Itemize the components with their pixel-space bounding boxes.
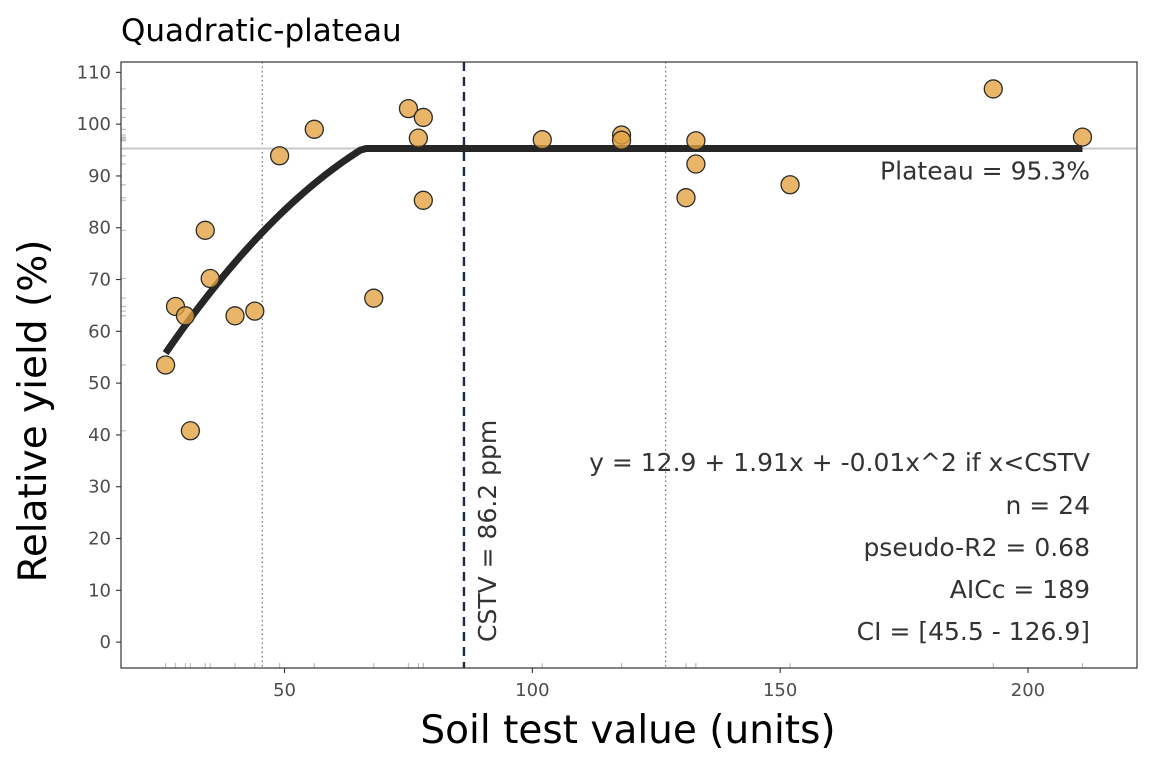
data-point bbox=[180, 421, 201, 441]
data-point bbox=[364, 288, 384, 308]
y-tick-label: 60 bbox=[88, 321, 111, 342]
x-tick-label: 200 bbox=[1011, 680, 1045, 701]
r2-label: pseudo-R2 = 0.68 bbox=[863, 533, 1090, 562]
plot-area: 0 10 20 30 40 50 60 70 80 90 100 110 50 100 150 200 CSTV… bbox=[77, 61, 1138, 701]
data-point bbox=[225, 306, 245, 326]
plateau-label: Plateau = 95.3% bbox=[880, 156, 1090, 185]
data-point bbox=[269, 146, 290, 166]
panel-border bbox=[120, 61, 1138, 669]
data-point bbox=[1072, 127, 1093, 147]
data-point bbox=[175, 306, 196, 326]
y-tick-label: 90 bbox=[88, 166, 111, 187]
panel-background bbox=[121, 62, 1137, 668]
data-point bbox=[676, 188, 696, 208]
x-tick-label: 50 bbox=[273, 680, 296, 701]
data-point bbox=[780, 175, 800, 195]
data-point bbox=[532, 130, 552, 150]
y-tick-label: 100 bbox=[77, 114, 111, 135]
y-axis-title: Relative yield (%) bbox=[11, 239, 56, 582]
y-tick-label: 0 bbox=[100, 632, 111, 653]
y-tick-label: 40 bbox=[88, 425, 111, 446]
equation-label: y = 12.9 + 1.91x + -0.01x^2 if x<CSTV bbox=[589, 448, 1090, 477]
data-point bbox=[155, 355, 176, 375]
data-point bbox=[245, 301, 265, 321]
chart-title: Quadratic-plateau bbox=[121, 13, 402, 49]
data-point bbox=[200, 268, 220, 289]
y-tick-label: 80 bbox=[88, 218, 111, 239]
data-point bbox=[398, 98, 419, 119]
data-point bbox=[304, 119, 324, 139]
y-tick-label: 30 bbox=[88, 477, 111, 498]
data-point bbox=[686, 131, 706, 151]
data-point bbox=[611, 130, 632, 150]
data-point bbox=[408, 128, 429, 148]
data-point bbox=[413, 107, 433, 128]
ci-label: CI = [45.5 - 126.9] bbox=[857, 617, 1090, 646]
y-tick-label: 10 bbox=[88, 580, 111, 601]
y-tick-label: 20 bbox=[88, 529, 111, 550]
y-tick-label: 70 bbox=[88, 270, 111, 291]
cstv-label: CSTV = 86.2 ppm bbox=[473, 420, 502, 642]
y-tick-label: 110 bbox=[77, 62, 111, 83]
x-tick-label: 150 bbox=[763, 680, 797, 701]
aicc-label: AICc = 189 bbox=[950, 575, 1090, 604]
n-label: n = 24 bbox=[1006, 491, 1091, 520]
x-tick-label: 100 bbox=[515, 680, 549, 701]
data-point bbox=[686, 154, 706, 174]
data-point bbox=[413, 190, 433, 210]
y-tick-label: 50 bbox=[88, 373, 111, 394]
data-point bbox=[983, 79, 1003, 99]
x-axis-title: Soil test value (units) bbox=[420, 708, 835, 753]
data-point bbox=[195, 220, 215, 240]
